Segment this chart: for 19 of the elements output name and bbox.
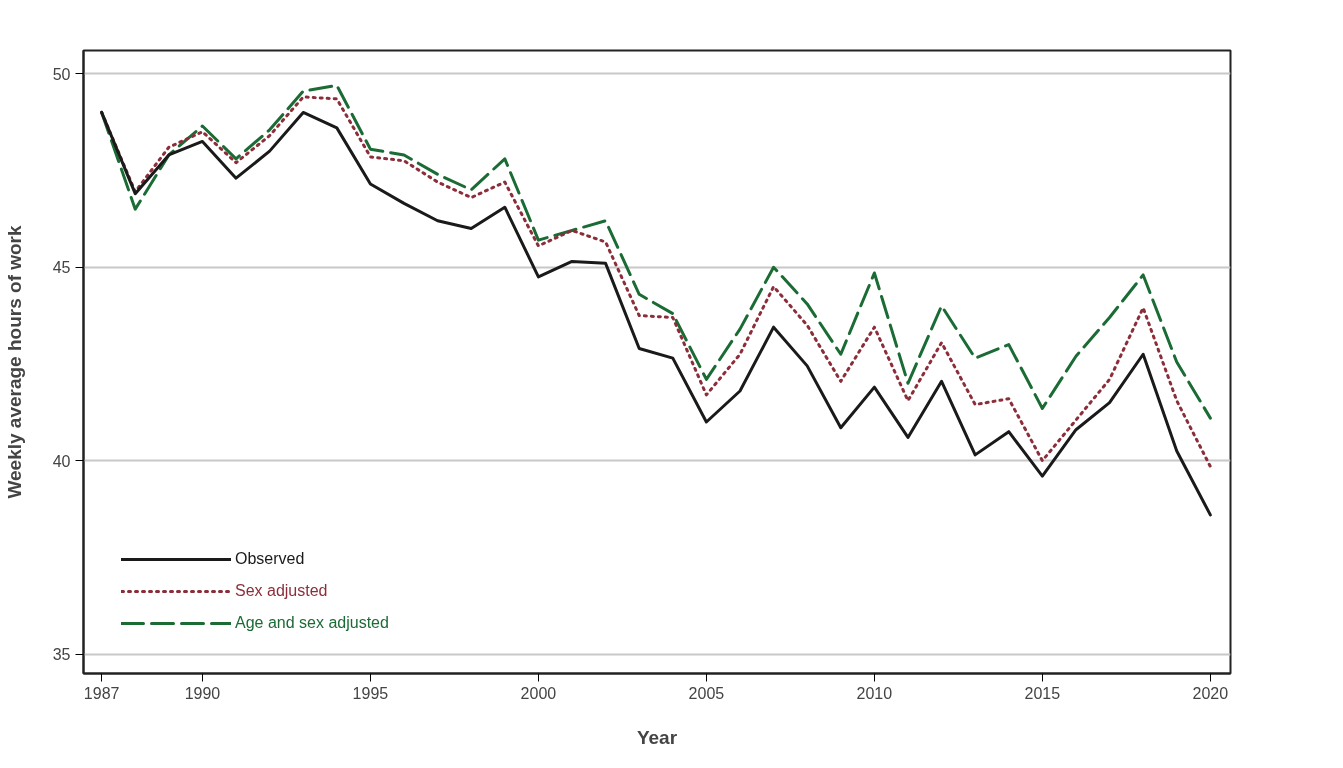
line-series bbox=[100, 83, 1212, 420]
x-tick-label: 2015 bbox=[1024, 684, 1061, 702]
x-tick-label: 2005 bbox=[688, 684, 725, 702]
line-series bbox=[100, 110, 1212, 517]
text: Sex adjusted bbox=[235, 582, 328, 600]
y-axis-title: Weekly average hours of work bbox=[3, 225, 25, 499]
y-tick-label: 35 bbox=[52, 646, 71, 664]
text: Observed bbox=[235, 550, 305, 568]
x-tick-label: 1987 bbox=[83, 684, 120, 702]
x-tick-label: 2000 bbox=[520, 684, 557, 702]
y-tick-label: 50 bbox=[52, 65, 71, 83]
text: Age and sex adjusted bbox=[235, 614, 389, 632]
x-tick-label: 1995 bbox=[352, 684, 389, 702]
x-axis-title: Year bbox=[636, 726, 678, 748]
x-tick-label: 2020 bbox=[1192, 684, 1229, 702]
x-tick-label: 2010 bbox=[856, 684, 893, 702]
y-tick-label: 45 bbox=[52, 259, 71, 277]
x-tick-label: 1990 bbox=[184, 684, 221, 702]
y-tick-label: 40 bbox=[52, 452, 71, 470]
